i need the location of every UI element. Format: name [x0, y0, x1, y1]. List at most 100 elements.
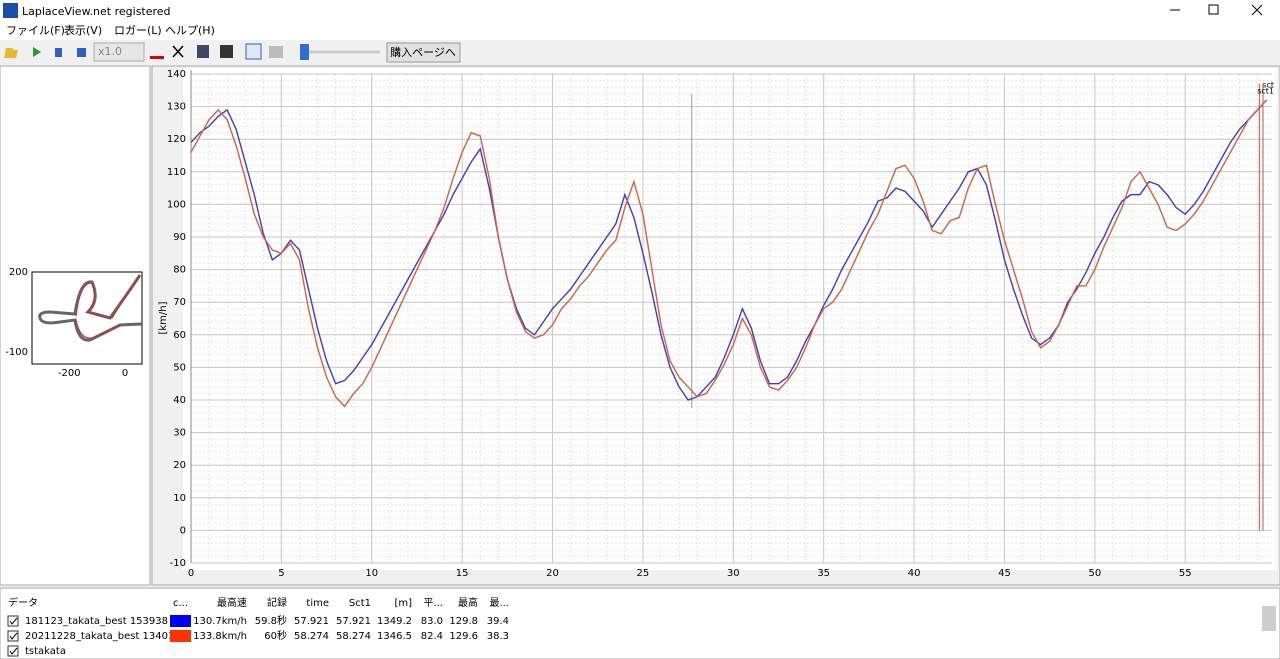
minimap-y-tick-label: 200	[9, 267, 28, 278]
x-tick-label: 0	[188, 568, 194, 579]
speed-line	[190, 99, 1268, 401]
table-cell: 133.8km/h	[193, 631, 247, 642]
y-tick-label: 10	[173, 493, 186, 504]
menu-item[interactable]: 表示(V)	[64, 23, 102, 37]
row-name: tstakata	[25, 646, 66, 657]
row-checkbox[interactable]	[7, 615, 19, 627]
table-cell: 58.274	[294, 631, 329, 642]
y-axis-label: [km/h]	[158, 301, 169, 334]
sector-label: sct1	[1257, 87, 1274, 96]
y-tick-label: -10	[170, 558, 186, 569]
table-cell: 60秒	[264, 629, 287, 642]
x-tick-label: 30	[727, 568, 740, 579]
title-bar	[0, 0, 1280, 22]
column-header[interactable]: 平...	[423, 598, 443, 609]
x-tick-label: 25	[637, 568, 650, 579]
export-icon[interactable]	[197, 45, 209, 58]
row-checkbox[interactable]	[7, 645, 19, 657]
table-cell: 57.921	[336, 616, 371, 627]
minimap-x-tick-label: 0	[122, 368, 128, 379]
stop-icon[interactable]	[77, 48, 86, 57]
table-cell: 129.6	[449, 631, 478, 642]
column-header[interactable]: time	[306, 598, 329, 609]
column-header[interactable]: c...	[173, 598, 188, 609]
restore-button[interactable]	[1208, 4, 1219, 15]
x-tick-label: 40	[908, 568, 921, 579]
y-tick-label: 40	[173, 395, 186, 406]
minimap-track	[38, 274, 143, 342]
row-name: 181123_takata_best 153938	[25, 616, 168, 627]
x-tick-label: 20	[546, 568, 559, 579]
buy-button[interactable]	[386, 42, 461, 63]
y-tick-label: 120	[167, 134, 186, 145]
row-check	[9, 647, 18, 655]
pause-icon[interactable]	[55, 48, 62, 57]
column-header[interactable]: 最高	[458, 596, 478, 609]
speed-select[interactable]	[93, 42, 145, 62]
table-cell: 39.4	[487, 616, 509, 627]
y-tick-label: 110	[167, 167, 186, 178]
color-swatch	[170, 615, 191, 627]
print-icon[interactable]	[269, 46, 283, 58]
y-tick-label: 100	[167, 199, 186, 210]
menu-item[interactable]: ファイル(F)	[6, 24, 65, 37]
table-cell: 1349.2	[377, 616, 412, 627]
y-tick-label: 80	[173, 265, 186, 276]
x-tick-label: 35	[817, 568, 830, 579]
y-tick-label: 70	[173, 297, 186, 308]
column-header[interactable]: 最...	[489, 597, 509, 609]
y-tick-label: 60	[173, 330, 186, 341]
row-name: 20211228_takata_best 134019	[25, 631, 181, 642]
open-icon[interactable]	[4, 48, 18, 58]
minimap-lap	[75, 275, 141, 339]
app-icon	[3, 3, 18, 18]
column-header[interactable]: 記録	[267, 596, 287, 609]
slider-thumb[interactable]	[300, 44, 309, 60]
speed-line	[190, 99, 1268, 408]
minimap-y-tick-label: -100	[5, 347, 28, 358]
speed-label: x1.0	[98, 45, 122, 58]
sector-icon[interactable]	[220, 45, 233, 58]
table-cell: 1346.5	[377, 631, 412, 642]
color-icon[interactable]	[150, 56, 164, 59]
y-tick-label: 0	[180, 525, 186, 536]
table-cell: 129.8	[449, 616, 478, 627]
data-table	[0, 587, 1280, 659]
row-checkbox[interactable]	[7, 630, 19, 642]
x-tick-label: 50	[1088, 568, 1101, 579]
x-tick-label: 10	[365, 568, 378, 579]
color-swatch	[170, 630, 191, 642]
buy-button-label: 購入ページへ	[390, 45, 456, 59]
table-cell: 59.8秒	[255, 614, 287, 627]
graph-icon[interactable]	[245, 43, 262, 60]
play-icon[interactable]	[33, 47, 41, 57]
x-tick-label: 45	[998, 568, 1011, 579]
window-title: LaplaceView.net registered	[22, 5, 171, 18]
column-header[interactable]: Sct1	[349, 598, 371, 609]
close-button[interactable]	[1251, 4, 1263, 16]
table-cell: 83.0	[421, 616, 443, 627]
x-tick-label: 55	[1179, 568, 1192, 579]
y-tick-label: 50	[173, 362, 186, 373]
y-tick-label: 90	[173, 232, 186, 243]
table-scrollbar[interactable]	[1262, 606, 1276, 631]
table-cell: 82.4	[421, 631, 443, 642]
menu-item[interactable]: ロガー(L)	[114, 24, 162, 37]
clear-icon[interactable]	[172, 45, 184, 58]
row-check	[9, 632, 18, 640]
row-check	[9, 617, 18, 625]
y-tick-label: 130	[167, 102, 186, 113]
minimap-frame	[31, 271, 143, 365]
column-header[interactable]: 最高速	[217, 596, 247, 609]
minimap-x-tick-label: -200	[58, 368, 81, 379]
y-tick-label: 30	[173, 428, 186, 439]
column-header[interactable]: [m]	[394, 598, 412, 609]
table-cell: 38.3	[487, 631, 509, 642]
x-tick-label: 15	[456, 568, 469, 579]
column-header[interactable]: データ	[8, 596, 38, 609]
table-cell: 130.7km/h	[193, 616, 247, 627]
table-cell: 58.274	[336, 631, 371, 642]
menu-item[interactable]: ヘルプ(H)	[165, 24, 215, 37]
